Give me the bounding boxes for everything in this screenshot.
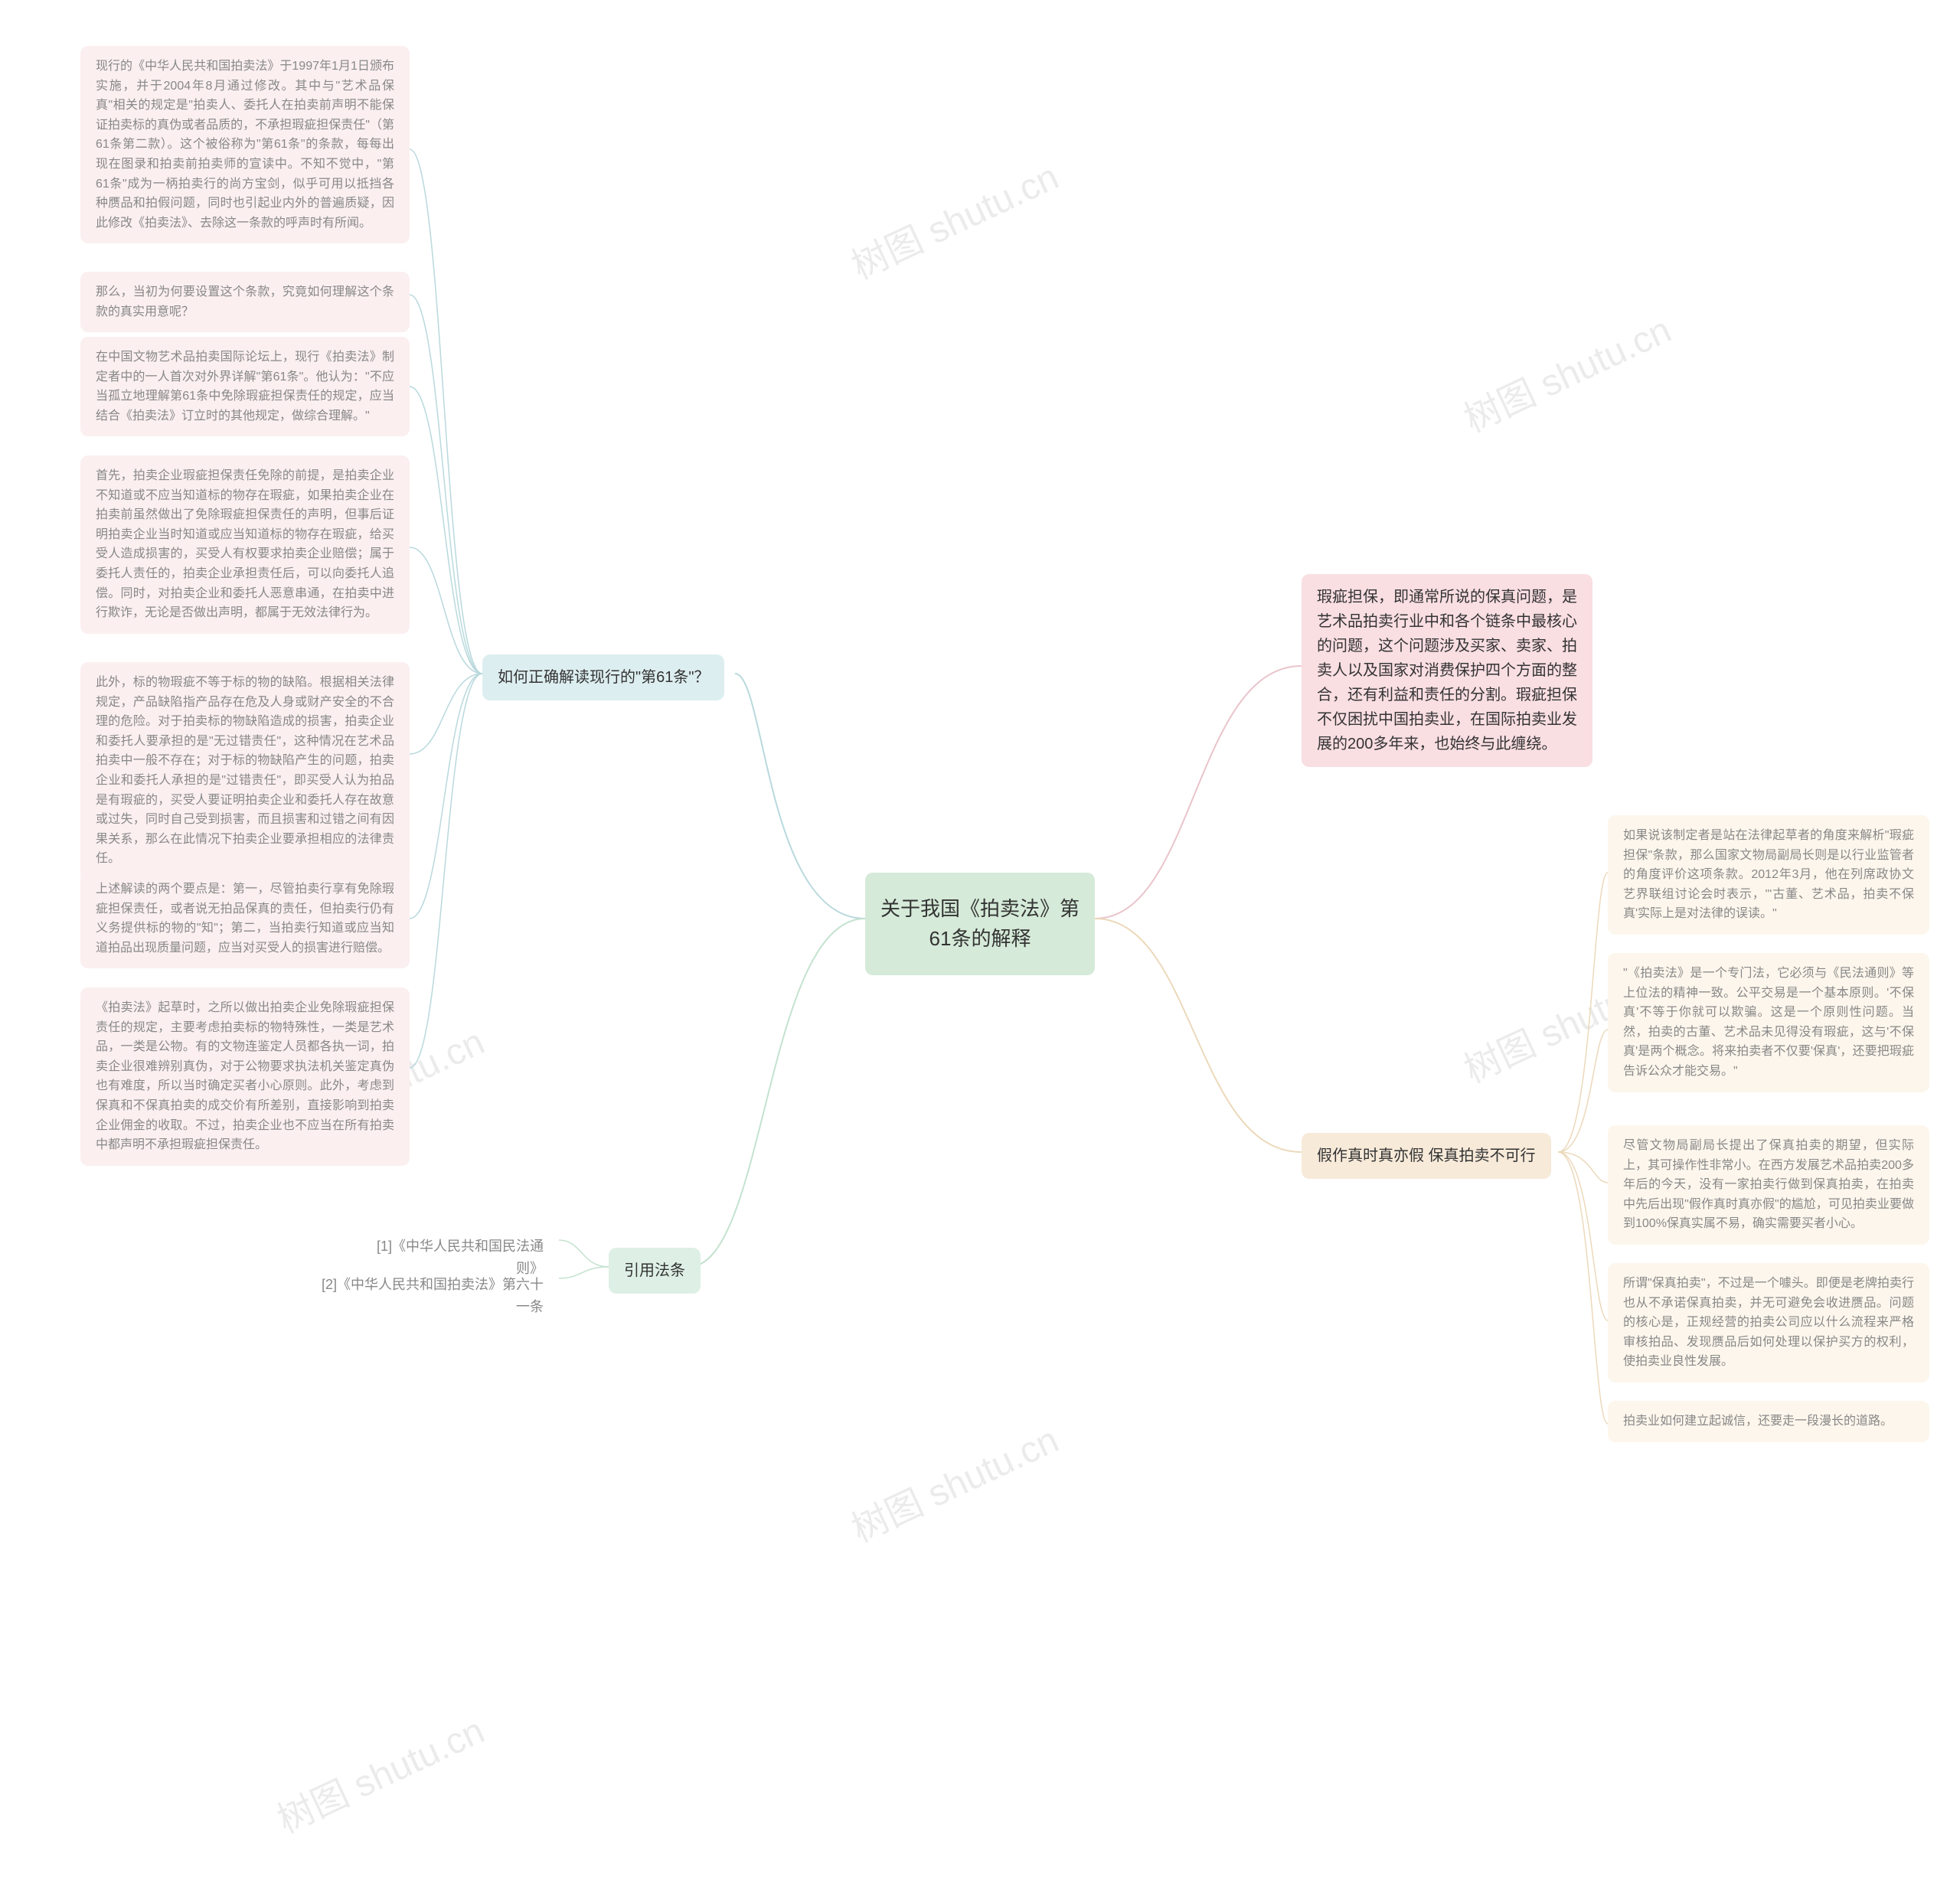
leaf-howto-3: 首先，拍卖企业瑕疵担保责任免除的前提，是拍卖企业不知道或不应当知道标的物存在瑕疵… — [80, 455, 410, 634]
leaf-howto-4: 此外，标的物瑕疵不等于标的物的缺陷。根据相关法律规定，产品缺陷指产品存在危及人身… — [80, 662, 410, 880]
watermark: 树图 shutu.cn — [841, 147, 1066, 289]
leaf-howto-0: 现行的《中华人民共和国拍卖法》于1997年1月1日颁布实施，并于2004年8月通… — [80, 46, 410, 243]
leaf-howto-1: 那么，当初为何要设置这个条款，究竟如何理解这个条款的真实用意呢？ — [80, 272, 410, 332]
leaf-fake-3: 所谓"保真拍卖"，不过是一个噱头。即便是老牌拍卖行也从不承诺保真拍卖，并无可避免… — [1608, 1263, 1929, 1382]
watermark: 树图 shutu.cn — [1454, 300, 1678, 442]
branch-fake[interactable]: 假作真时真亦假 保真拍卖不可行 — [1302, 1133, 1551, 1179]
leaf-ref-1: [2]《中华人民共和国拍卖法》第六十一条 — [299, 1263, 559, 1329]
watermark: 树图 shutu.cn — [267, 1701, 492, 1843]
root-node[interactable]: 关于我国《拍卖法》第61条的解释 — [865, 873, 1095, 975]
leaf-howto-6: 《拍卖法》起草时，之所以做出拍卖企业免除瑕疵担保责任的规定，主要考虑拍卖标的物特… — [80, 987, 410, 1166]
leaf-fake-4: 拍卖业如何建立起诚信，还要走一段漫长的道路。 — [1608, 1401, 1929, 1442]
leaf-howto-2: 在中国文物艺术品拍卖国际论坛上，现行《拍卖法》制定者中的一人首次对外界详解"第6… — [80, 337, 410, 436]
leaf-fake-0: 如果说该制定者是站在法律起草者的角度来解析"瑕疵担保"条款，那么国家文物局副局长… — [1608, 815, 1929, 935]
watermark: 树图 shutu.cn — [841, 1410, 1066, 1552]
branch-howto[interactable]: 如何正确解读现行的"第61条"？ — [482, 654, 724, 700]
leaf-howto-5: 上述解读的两个要点是：第一，尽管拍卖行享有免除瑕疵担保责任，或者说无拍品保真的责… — [80, 869, 410, 968]
leaf-fake-2: 尽管文物局副局长提出了保真拍卖的期望，但实际上，其可操作性非常小。在西方发展艺术… — [1608, 1125, 1929, 1245]
leaf-fake-1: "《拍卖法》是一个专门法，它必须与《民法通则》等上位法的精神一致。公平交易是一个… — [1608, 953, 1929, 1092]
branch-refs[interactable]: 引用法条 — [609, 1248, 701, 1294]
branch-intro[interactable]: 瑕疵担保，即通常所说的保真问题，是艺术品拍卖行业中和各个链条中最核心的问题，这个… — [1302, 574, 1592, 767]
